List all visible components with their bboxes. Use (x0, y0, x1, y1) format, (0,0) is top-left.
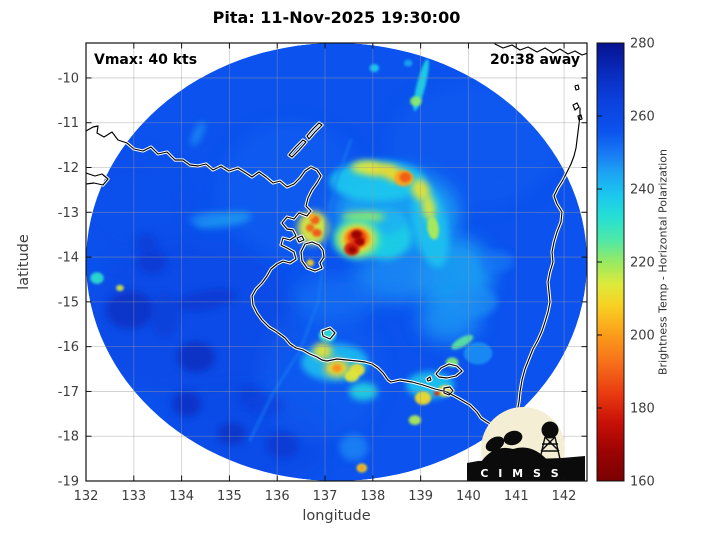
x-tick-label: 134 (169, 489, 194, 504)
x-tick-label: 142 (552, 489, 577, 504)
x-tick-label: 140 (456, 489, 481, 504)
temp-feature (106, 291, 154, 329)
temp-feature (305, 223, 315, 232)
x-tick-label: 132 (74, 489, 99, 504)
temp-feature (369, 64, 380, 73)
cimss-logo: C I M S S (467, 407, 585, 481)
temp-feature (480, 250, 514, 273)
x-tick-label: 135 (217, 489, 242, 504)
temp-feature (150, 292, 180, 338)
temp-feature (353, 252, 440, 302)
satellite-dish-icon (485, 436, 505, 452)
temp-feature (312, 228, 322, 237)
temp-feature (434, 390, 440, 396)
y-tick-label: -10 (58, 71, 79, 86)
plot-area: C I M S S (86, 43, 587, 481)
x-tick-label: 139 (408, 489, 433, 504)
temp-feature (190, 121, 206, 147)
colorbar-tick-label: 260 (630, 110, 655, 125)
water-tower-tank (541, 421, 559, 439)
y-tick-label: -18 (58, 430, 79, 445)
x-tick-label: 137 (313, 489, 338, 504)
temp-feature (451, 334, 474, 350)
y-tick-label: -16 (58, 340, 79, 355)
temp-feature (344, 370, 359, 383)
temp-feature (313, 343, 333, 360)
temp-feature (359, 465, 365, 471)
axes: 132 133 134 135 136 137 138 139 140 141 142 -10 -11 -… (58, 42, 588, 504)
colorbar-tick-label: 180 (630, 402, 655, 417)
x-tick-label: 141 (504, 489, 529, 504)
temp-feature (174, 288, 236, 312)
temp-feature (116, 284, 124, 292)
temp-feature (176, 341, 216, 373)
temp-feature (217, 422, 247, 446)
temp-feature (422, 195, 436, 221)
temp-feature (188, 212, 222, 224)
y-tick-label: -17 (58, 385, 79, 400)
y-tick-label: -19 (58, 475, 79, 490)
colorbar-tick-label: 160 (630, 475, 655, 490)
temp-feature (408, 415, 422, 426)
grid-lines (86, 43, 587, 481)
temp-feature (332, 364, 342, 373)
water-tower-legs (539, 436, 561, 460)
temp-feature (136, 249, 168, 275)
y-tick-label: -14 (58, 251, 79, 266)
y-tick-label: -12 (58, 161, 79, 176)
scan-edge-artifact (248, 138, 353, 442)
temp-feature (410, 96, 422, 107)
x-tick-label: 136 (265, 489, 290, 504)
colorbar-axis-label: Brightness Temp - Horizontal Polarizatio… (656, 149, 670, 375)
temp-feature (427, 216, 439, 240)
temp-feature (291, 274, 378, 320)
plot-title: Pita: 11-Nov-2025 19:30:00 (212, 8, 461, 27)
temp-feature (172, 391, 202, 417)
vmax-annotation: Vmax: 40 kts (94, 52, 198, 68)
colorbar: 160 180 200 220 240 260 280 (596, 37, 655, 490)
y-tick-label: -13 (58, 206, 79, 221)
colorbar-tick-label: 220 (630, 256, 655, 271)
y-tick-label: -15 (58, 295, 79, 310)
temp-feature (348, 246, 357, 254)
satellite-dish-icon (503, 430, 523, 446)
temp-feature (403, 59, 413, 67)
temp-feature (265, 431, 299, 459)
temp-feature (351, 230, 362, 240)
eta-annotation: 20:38 away (490, 52, 580, 68)
temp-feature (414, 391, 432, 405)
temp-feature (135, 234, 157, 253)
y-axis-label: latitude (16, 234, 32, 290)
colorbar-tick-label: 200 (630, 329, 655, 344)
temp-feature (339, 433, 369, 461)
x-tick-label: 138 (360, 489, 385, 504)
colorbar-tick-label: 240 (630, 183, 655, 198)
temp-feature (86, 239, 297, 401)
y-tick-label: -11 (58, 116, 79, 131)
temp-feature (90, 272, 104, 284)
temp-feature (306, 259, 315, 267)
temp-feature (463, 342, 493, 365)
plot-border (85, 42, 588, 482)
cimss-logo-text: C I M S S (480, 467, 561, 480)
scan-edge-line (248, 138, 353, 442)
temp-feature (246, 393, 285, 417)
building-silhouette (481, 447, 549, 462)
brightness-temperature-features (86, 59, 560, 481)
temp-feature (399, 172, 412, 183)
colorbar-tick-label: 280 (630, 37, 655, 52)
cimss-banner (467, 456, 585, 481)
x-axis-label: longitude (302, 508, 371, 524)
x-tick-label: 133 (121, 489, 146, 504)
